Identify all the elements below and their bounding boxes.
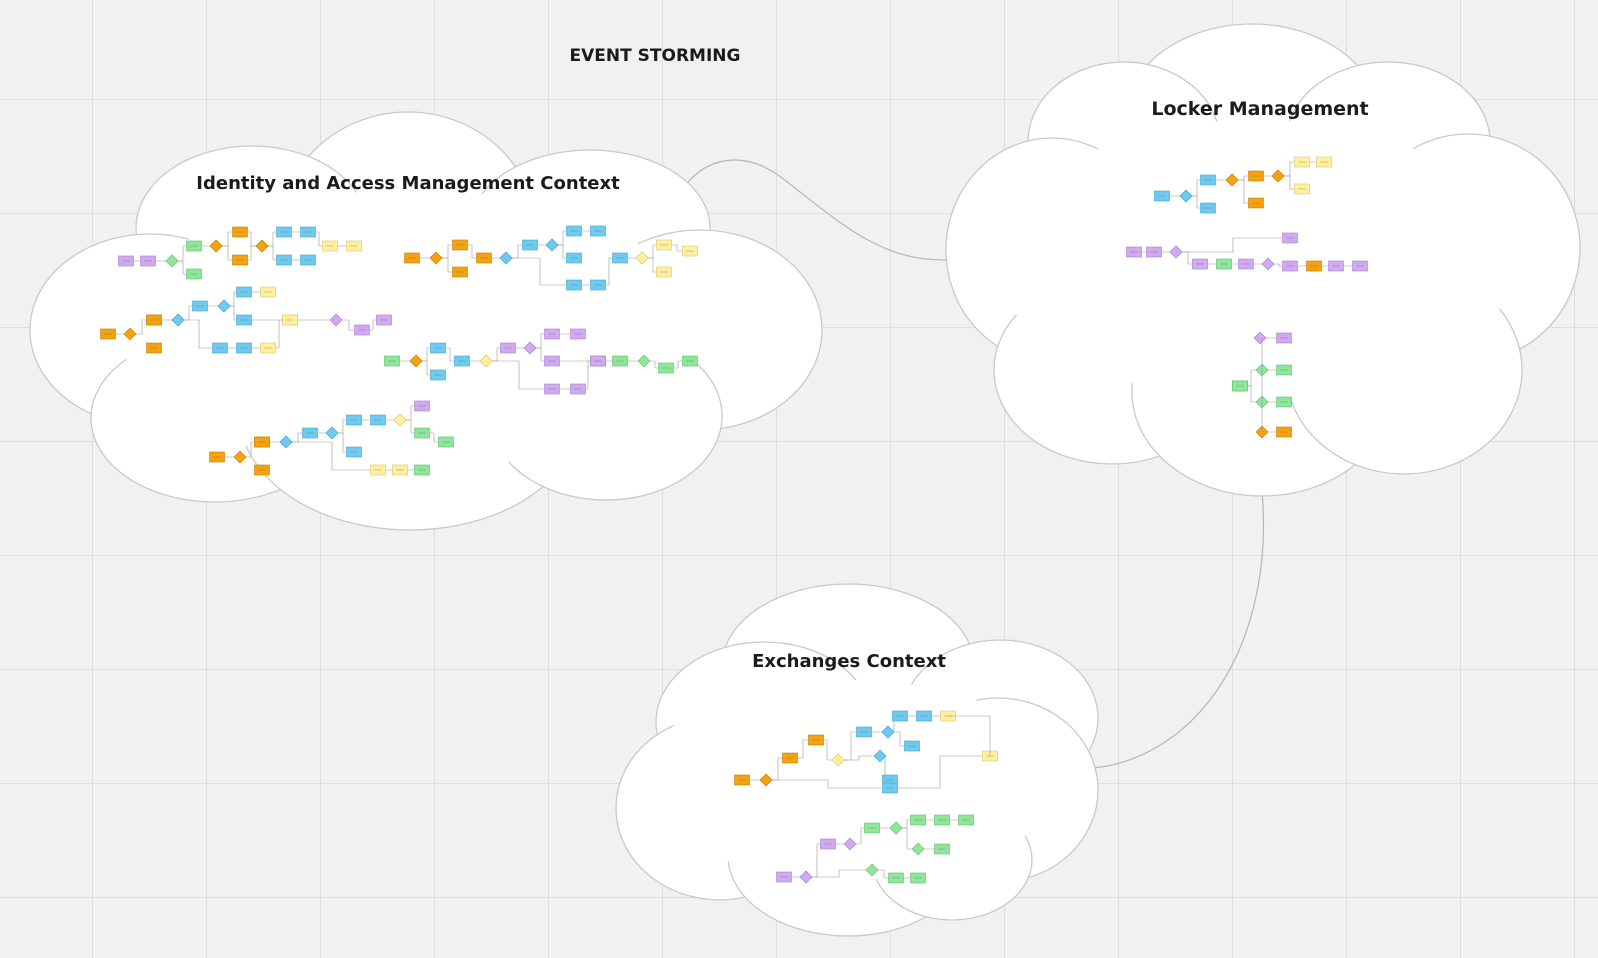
- decision-diamond-domain-event[interactable]: [233, 450, 247, 464]
- decision-diamond-command[interactable]: [325, 426, 339, 440]
- context-title-exchanges: Exchanges Context: [752, 651, 946, 672]
- flow-link: [948, 715, 991, 756]
- decision-diamond-command[interactable]: [171, 313, 185, 327]
- decision-diamond-domain-event[interactable]: [429, 251, 443, 265]
- flow-link: [890, 755, 990, 789]
- process-flows: [100, 156, 1368, 884]
- decision-diamond-aggregate[interactable]: [479, 354, 493, 368]
- decision-diamond-aggregate[interactable]: [635, 251, 649, 265]
- decision-diamond-domain-event[interactable]: [1225, 173, 1239, 187]
- decision-diamond-aggregate[interactable]: [831, 753, 845, 767]
- decision-diamond-command[interactable]: [881, 725, 895, 739]
- context-clouds: [29, 23, 1581, 937]
- decision-diamond-policy[interactable]: [1253, 331, 1267, 345]
- flow-link: [838, 755, 880, 761]
- context-title-identity: Identity and Access Management Context: [196, 173, 620, 194]
- context-connectors: [687, 159, 1265, 769]
- decision-diamond-domain-event[interactable]: [255, 239, 269, 253]
- connector-locker-to-exchanges: [1091, 491, 1265, 769]
- flow-link: [806, 869, 872, 878]
- decision-diamond-read-model[interactable]: [637, 354, 651, 368]
- decision-diamond-policy[interactable]: [799, 870, 813, 884]
- cloud-exchanges: [615, 583, 1099, 937]
- cloud-locker: [945, 23, 1581, 497]
- decision-diamond-read-model[interactable]: [889, 821, 903, 835]
- decision-diamond-read-model[interactable]: [165, 254, 179, 268]
- decision-diamond-command[interactable]: [1179, 189, 1193, 203]
- decision-diamond-command[interactable]: [499, 251, 513, 265]
- decision-diamond-read-model[interactable]: [865, 863, 879, 877]
- decision-diamond-domain-event[interactable]: [409, 354, 423, 368]
- decision-diamond-policy[interactable]: [843, 837, 857, 851]
- decision-diamond-domain-event[interactable]: [759, 773, 773, 787]
- flow-link: [1176, 237, 1290, 253]
- cloud-identity: [29, 111, 823, 531]
- decision-diamond-domain-event[interactable]: [209, 239, 223, 253]
- decision-diamond-policy[interactable]: [329, 313, 343, 327]
- decision-diamond-command[interactable]: [873, 749, 887, 763]
- decision-diamond-command[interactable]: [217, 299, 231, 313]
- flow-link: [286, 441, 378, 471]
- decision-diamond-read-model[interactable]: [911, 842, 925, 856]
- decision-diamond-domain-event[interactable]: [1271, 169, 1285, 183]
- decision-diamond-policy[interactable]: [1169, 245, 1183, 259]
- decision-diamond-policy[interactable]: [523, 341, 537, 355]
- decision-diamond-command[interactable]: [279, 435, 293, 449]
- flow-link: [178, 319, 220, 349]
- flow-link: [506, 257, 574, 286]
- decision-diamond-command[interactable]: [545, 238, 559, 252]
- decision-diamond-domain-event[interactable]: [123, 327, 137, 341]
- flow-link: [766, 779, 890, 789]
- decision-diamond-policy[interactable]: [1261, 257, 1275, 271]
- context-title-locker: Locker Management: [1151, 98, 1369, 120]
- flow-link: [486, 360, 552, 390]
- board-title: EVENT STORMING: [569, 46, 741, 66]
- decision-diamond-aggregate[interactable]: [393, 413, 407, 427]
- connector-iam-to-locker: [687, 159, 949, 261]
